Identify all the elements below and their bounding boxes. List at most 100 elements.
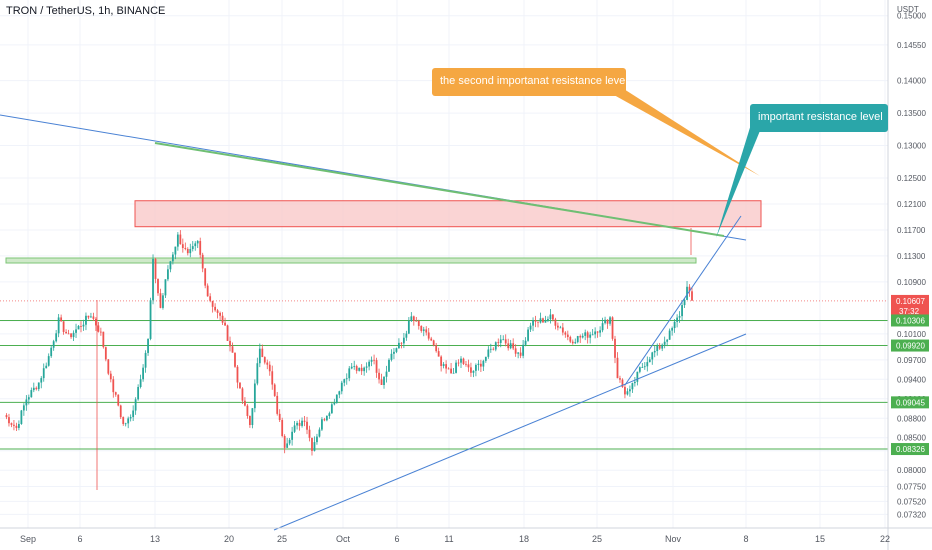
candle-body	[537, 321, 539, 323]
candle-body	[308, 429, 311, 438]
candle-body	[263, 357, 266, 363]
candle-body	[542, 318, 544, 323]
candle-body	[415, 320, 418, 322]
time-tick-label: Oct	[336, 534, 351, 544]
candle-body	[134, 399, 137, 411]
candle-body	[149, 300, 152, 339]
time-axis[interactable]: Sep 6 13 20 25 Oct 6 11 18 25 Nov 8 15 22	[20, 534, 890, 544]
candle-body	[383, 376, 385, 385]
candle-body	[402, 337, 405, 344]
candle-body	[445, 364, 448, 369]
candle-body	[547, 319, 549, 321]
candle-body	[668, 330, 671, 340]
last-price-label: 0.10607	[896, 297, 925, 306]
price-tick-label: 0.07520	[897, 497, 926, 506]
candle-body	[365, 366, 368, 368]
candle-body	[512, 343, 515, 349]
candle-body	[139, 379, 142, 387]
candle-body	[291, 431, 294, 440]
candle-body	[494, 342, 497, 350]
candle-body	[147, 338, 149, 353]
candle-body	[561, 327, 564, 333]
candle-body	[57, 317, 60, 334]
level-price-label: 0.08326	[896, 445, 925, 454]
candle-body	[167, 269, 169, 280]
candle-body	[686, 286, 688, 300]
candle-body	[465, 363, 467, 365]
candle-body	[678, 316, 681, 318]
price-tick-label: 0.10100	[897, 330, 926, 339]
price-axis[interactable]: 0.15000 0.14550 0.14000 0.13500 0.13000 0.125…	[897, 5, 926, 519]
candle-body	[554, 319, 557, 326]
important-resistance-callout[interactable]: important resistance level	[750, 104, 888, 132]
candle-body	[425, 329, 428, 333]
candle-body	[355, 366, 358, 371]
candle-body	[524, 340, 527, 345]
candle-body	[15, 425, 18, 428]
level-price-label: 0.09920	[896, 342, 925, 351]
candle-body	[164, 279, 167, 296]
candle-body	[298, 422, 301, 426]
candle-body	[261, 348, 264, 358]
candle-body	[194, 243, 197, 247]
candle-body	[109, 373, 112, 380]
second-resistance-callout[interactable]: the second importanat resistance level	[432, 68, 628, 96]
candle-body	[519, 352, 522, 356]
candle-body	[8, 417, 10, 424]
candle-body	[94, 318, 97, 326]
candle-countdown-label: 37:32	[899, 307, 920, 316]
candle-body	[358, 367, 361, 371]
candle-body	[380, 379, 383, 385]
candle-body	[606, 319, 609, 324]
candle-body	[683, 299, 686, 306]
candle-body	[162, 295, 164, 308]
candle-body	[87, 315, 90, 318]
candle-body	[45, 365, 48, 369]
time-tick-label: 13	[150, 534, 160, 544]
price-tick-label: 0.10900	[897, 278, 926, 287]
candle-body	[586, 332, 589, 338]
candle-body	[248, 415, 251, 425]
candle-body	[251, 408, 254, 425]
candle-body	[626, 391, 629, 395]
price-tick-label: 0.11700	[897, 226, 926, 235]
candle-body	[497, 342, 500, 344]
candle-body	[107, 359, 110, 374]
candle-body	[390, 353, 393, 360]
time-tick-label: 18	[519, 534, 529, 544]
candle-body	[323, 419, 326, 421]
candle-body	[360, 367, 363, 372]
price-tick-label: 0.11300	[897, 252, 926, 261]
candle-body	[231, 346, 234, 353]
candle-body	[303, 420, 306, 422]
candle-body	[673, 321, 676, 329]
horizontal-levels-layer	[0, 300, 888, 450]
candle-body	[363, 367, 366, 372]
candle-body	[470, 367, 472, 373]
candle-body	[266, 362, 269, 365]
candle-body	[353, 366, 356, 367]
candle-body	[209, 296, 212, 301]
currency-label: USDT	[897, 5, 919, 14]
candle-body	[571, 341, 574, 344]
candle-body	[619, 378, 621, 380]
candle-body	[412, 316, 415, 321]
support-band	[5, 257, 697, 264]
candle-body	[273, 384, 276, 396]
candle-body	[70, 333, 72, 338]
candle-body	[579, 336, 582, 338]
candle-body	[624, 386, 626, 395]
candle-body	[601, 323, 604, 331]
candle-body	[137, 386, 140, 400]
candle-body	[591, 334, 594, 336]
candle-body	[378, 372, 380, 380]
candle-body	[226, 325, 229, 341]
candle-body	[552, 314, 554, 320]
candle-body	[20, 410, 23, 424]
candle-body	[475, 364, 477, 371]
candle-body	[398, 342, 400, 349]
candle-body	[432, 340, 435, 346]
candle-body	[460, 358, 462, 363]
ascending-trendline-steep	[624, 215, 742, 386]
